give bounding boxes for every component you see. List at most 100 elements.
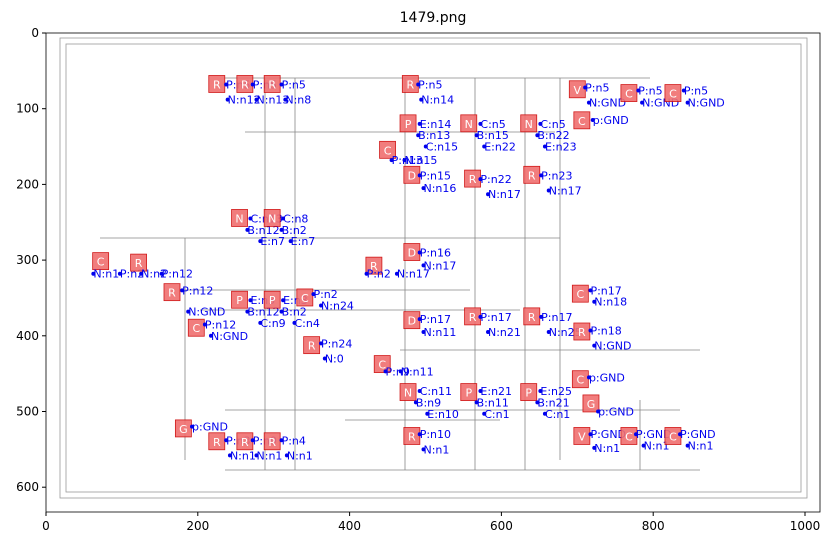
pin-label: E:n10 (427, 408, 459, 421)
pin-dot (423, 144, 428, 149)
pin-label: N:n17 (549, 184, 582, 197)
pin-label: p:GND (192, 421, 228, 434)
component-box (130, 253, 147, 272)
pin-label: P:n12 (205, 318, 236, 331)
component-symbol: R (528, 311, 536, 324)
pin-dot (685, 100, 690, 105)
pin-label: N:n2 (141, 268, 167, 281)
component: CP:n9N:n11 (373, 355, 434, 378)
pin-dot (636, 88, 641, 93)
component-symbol: C (301, 292, 309, 305)
pin-label: P:n17 (541, 311, 572, 324)
pin-dot (417, 317, 422, 322)
component-box (460, 114, 478, 133)
title: 1479.png (400, 10, 467, 26)
pin-dot (279, 438, 284, 443)
y-tick-label: 300 (16, 253, 39, 267)
pin-dot (284, 453, 289, 458)
component-symbol: N (235, 212, 243, 225)
component-box (231, 290, 248, 309)
y-tick-label: 0 (31, 26, 39, 40)
component-box (399, 383, 417, 401)
pin-label: N:n1 (257, 449, 283, 462)
pin-dot (91, 271, 96, 276)
component-box (373, 355, 391, 373)
component-box (187, 318, 205, 337)
pin-label: N:n12 (228, 94, 261, 107)
pin-dot (641, 443, 646, 448)
component: R P:n5 N:n8 (263, 75, 311, 107)
pin-dot (417, 389, 422, 394)
component-symbol: N (404, 387, 412, 400)
pin-dot (224, 82, 229, 87)
pin-label: C:n4 (294, 317, 319, 330)
component-box (296, 288, 314, 307)
pin-label: P:n24 (321, 337, 352, 350)
pin-label: P:n4 (282, 434, 306, 447)
component-box (582, 394, 600, 413)
component-box (263, 290, 281, 309)
pin-label: P:n5 (282, 78, 306, 91)
component-box (379, 140, 396, 159)
pin-dot (478, 389, 483, 394)
pin-dot (227, 453, 232, 458)
pin-dot (413, 400, 418, 405)
pin-label: N:n1 (287, 449, 313, 462)
component: RP:n2 N:n17 (364, 256, 430, 281)
pin-dot (190, 424, 195, 429)
pin-dot (474, 133, 479, 138)
component-symbol: R (213, 78, 221, 91)
pin-label: P:n5 (418, 78, 442, 91)
component: Gp:GND (582, 394, 634, 419)
y-tick-label: 400 (16, 329, 39, 343)
component-box (520, 114, 538, 133)
pin-dot (486, 330, 491, 335)
pin-dot (681, 88, 686, 93)
pin-dot (364, 271, 369, 276)
pin-label: N:n8 (285, 94, 311, 107)
pin-label: P:n16 (420, 247, 451, 260)
component: R P:n12 N:GND (163, 283, 225, 319)
pin-label: C:n1 (484, 408, 509, 421)
x-tick-label: 800 (642, 519, 665, 533)
x-tick-label: 0 (42, 519, 50, 533)
component-symbol: C (97, 256, 105, 269)
pin-dot (546, 330, 551, 335)
component-box (460, 383, 478, 401)
pin-label: N:n24 (321, 300, 354, 313)
pin-label: P:n12 (162, 268, 193, 281)
pin-label: B:n22 (537, 129, 569, 142)
pin-label: P:n17 (590, 284, 621, 297)
pin-dot (640, 100, 645, 105)
pin-dot (417, 432, 422, 437)
pin-label: E:n7 (260, 235, 285, 248)
pin-dot (279, 227, 284, 232)
pin-label: N:GND (589, 97, 626, 110)
pin-dot (542, 144, 547, 149)
component: R P:n5 N:n14 (401, 75, 454, 107)
pin-label: N:GND (211, 330, 248, 343)
component-symbol: C (576, 288, 584, 301)
pin-dot (417, 121, 422, 126)
pin-dot (425, 411, 430, 416)
pin-label: B:n15 (477, 129, 509, 142)
pin-dot (288, 239, 293, 244)
pin-label: C:n1 (545, 408, 570, 421)
component-symbol: P (236, 294, 243, 307)
component-symbol: N (465, 118, 473, 131)
component: R P:n18 N:GND (573, 322, 631, 353)
pin-dot (535, 400, 540, 405)
component-symbol: R (213, 436, 221, 449)
pin-label: N:n1 (424, 443, 450, 456)
pin-dot (202, 322, 207, 327)
component: C P:n5N:GND (664, 84, 725, 110)
pin-dot (248, 216, 253, 221)
pin-dot (474, 400, 479, 405)
pin-label: P:n22 (480, 173, 511, 186)
component-symbol: V (574, 84, 582, 97)
